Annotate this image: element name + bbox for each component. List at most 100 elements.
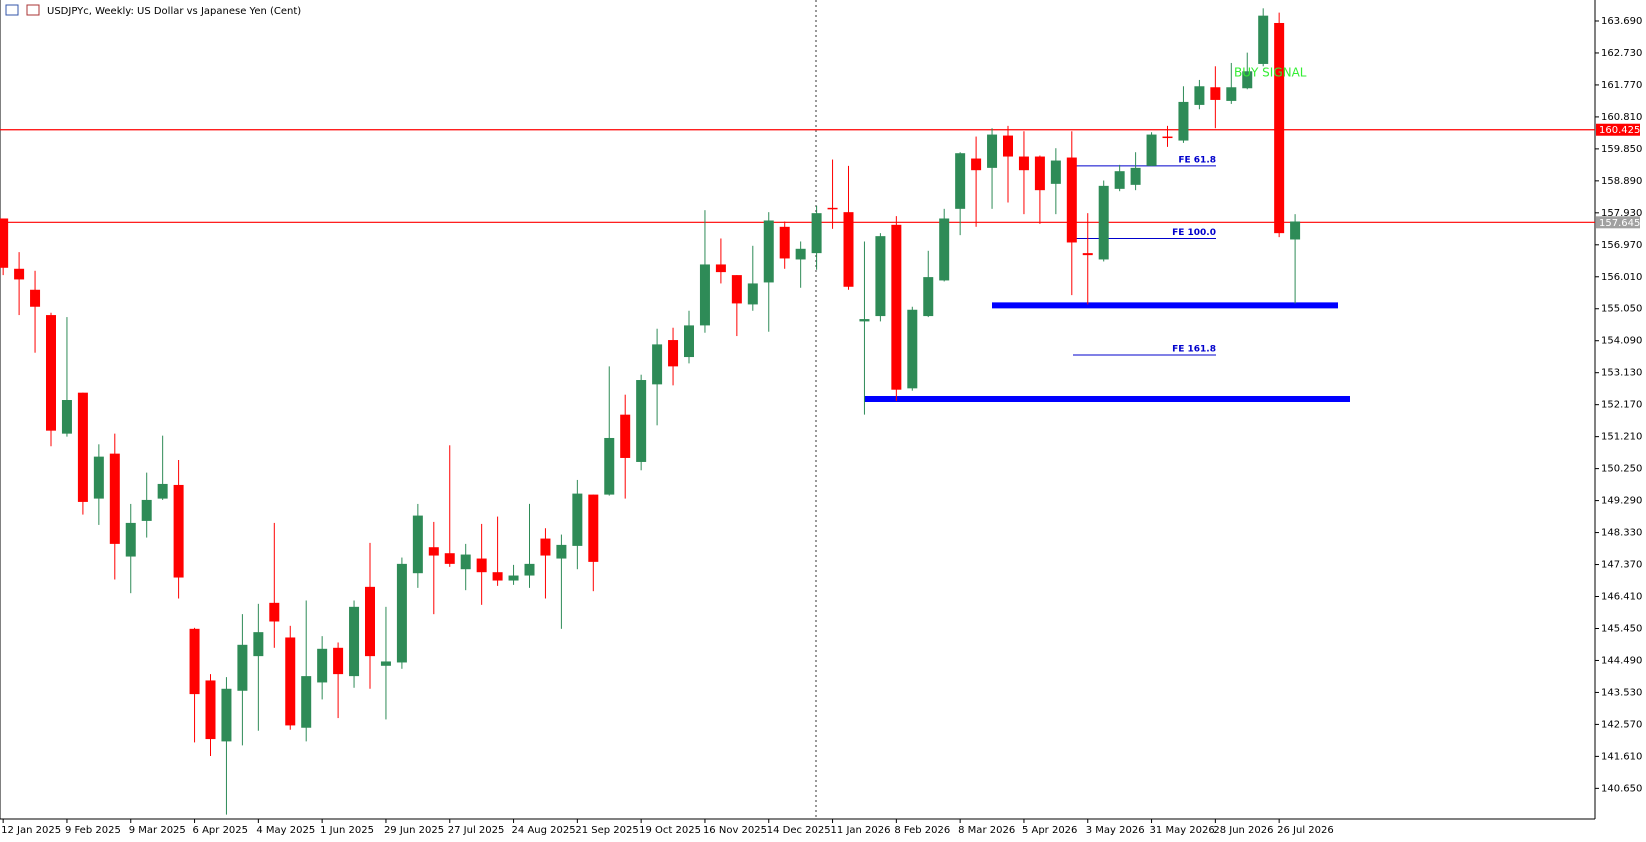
- candle-body: [699, 264, 710, 326]
- candle-body: [540, 538, 551, 556]
- y-tick-label: 142.570: [1601, 719, 1642, 730]
- candle-body: [1130, 167, 1141, 185]
- candle-body: [396, 563, 407, 663]
- candle-body: [173, 484, 184, 578]
- candle-body: [652, 344, 663, 385]
- signal-label: BUY SIGNAL: [1234, 66, 1307, 80]
- candle-body: [428, 547, 439, 556]
- candle-body: [253, 632, 264, 657]
- candle-body: [125, 522, 136, 557]
- y-tick-label: 149.290: [1601, 496, 1642, 507]
- candle-body: [1034, 156, 1045, 191]
- chart-title: USDJPYc, Weekly: US Dollar vs Japanese Y…: [47, 6, 301, 17]
- x-tick-label: 9 Feb 2025: [65, 825, 121, 836]
- candle-body: [141, 499, 152, 521]
- candle-body: [476, 558, 487, 573]
- x-tick-label: 5 Apr 2026: [1022, 825, 1077, 836]
- candle-body: [157, 483, 168, 499]
- candle-body: [1178, 101, 1189, 141]
- candle-body: [93, 456, 104, 499]
- candle-body: [1242, 71, 1253, 89]
- candle-body: [460, 554, 471, 570]
- x-tick-label: 29 Jun 2025: [384, 825, 444, 836]
- candle-body: [955, 153, 966, 209]
- price-label: 157.645: [1599, 218, 1640, 229]
- fibo-label: FE 100.0: [1172, 228, 1216, 238]
- candle-body: [61, 400, 72, 434]
- candle-body: [1274, 22, 1285, 234]
- candle-body: [46, 315, 56, 431]
- candle-body: [939, 218, 950, 281]
- y-tick-label: 145.450: [1601, 623, 1642, 634]
- candle-body: [715, 264, 726, 273]
- candle-body: [269, 602, 280, 622]
- y-tick-label: 155.050: [1601, 304, 1642, 315]
- candle-body: [891, 224, 902, 390]
- candle-body: [907, 309, 918, 389]
- candle-body: [1003, 135, 1013, 157]
- candle-body: [779, 226, 790, 259]
- y-tick-label: 156.970: [1601, 240, 1642, 251]
- price-label-box: [1596, 216, 1640, 229]
- candle-body: [1226, 87, 1237, 101]
- candle-body: [572, 493, 583, 546]
- price-label: 160.425: [1599, 125, 1640, 136]
- candle-body: [620, 414, 631, 458]
- candle-body: [380, 661, 391, 666]
- candle-body: [1018, 156, 1029, 171]
- candle-body: [365, 586, 375, 657]
- x-tick-label: 8 Feb 2026: [894, 825, 950, 836]
- x-tick-label: 4 May 2025: [256, 825, 315, 836]
- y-tick-label: 148.330: [1601, 528, 1642, 539]
- candle-body: [77, 392, 88, 502]
- y-tick-label: 146.410: [1601, 592, 1642, 603]
- y-tick-label: 154.090: [1601, 336, 1642, 347]
- x-tick-label: 27 Jul 2025: [448, 825, 505, 836]
- candle-body: [1162, 136, 1173, 139]
- candle-body: [971, 158, 982, 171]
- candle-body: [301, 676, 312, 728]
- candle-body: [237, 644, 248, 691]
- candle-body: [668, 340, 679, 367]
- x-tick-label: 31 May 2026: [1150, 825, 1215, 836]
- candle-body: [333, 647, 344, 675]
- candle-body: [811, 213, 822, 254]
- candle-body: [508, 575, 519, 581]
- candle-body: [588, 494, 599, 562]
- y-tick-label: 158.890: [1601, 176, 1642, 187]
- candle-body: [1194, 86, 1205, 105]
- y-tick-label: 162.730: [1601, 48, 1642, 59]
- y-tick-label: 159.850: [1601, 144, 1642, 155]
- x-tick-label: 12 Jan 2025: [1, 825, 61, 836]
- candle-body: [0, 218, 9, 268]
- candle-body: [524, 563, 535, 576]
- y-tick-label: 157.930: [1601, 208, 1642, 219]
- candle-body: [30, 289, 41, 307]
- candle-body: [349, 606, 360, 677]
- candle-body: [221, 688, 232, 742]
- candle-body: [1258, 15, 1269, 64]
- x-tick-label: 21 Sep 2025: [575, 825, 638, 836]
- x-tick-label: 19 Oct 2025: [639, 825, 701, 836]
- fibo-label: FE 161.8: [1172, 345, 1216, 355]
- y-tick-label: 140.650: [1601, 783, 1642, 794]
- chart-icon: [5, 4, 19, 16]
- y-tick-label: 150.250: [1601, 464, 1642, 475]
- candle-body: [1114, 171, 1125, 189]
- candle-body: [875, 236, 886, 317]
- candle-body: [1098, 185, 1109, 260]
- candle-body: [604, 437, 615, 495]
- y-tick-label: 141.610: [1601, 751, 1642, 762]
- candle-body: [827, 207, 838, 210]
- candle-body: [731, 275, 742, 304]
- candle-body: [205, 680, 216, 740]
- y-tick-label: 147.370: [1601, 560, 1642, 571]
- candle-body: [556, 544, 567, 559]
- candle-body: [189, 628, 200, 695]
- candle-body: [1050, 160, 1061, 184]
- price-label-box: [1596, 123, 1640, 136]
- x-tick-label: 28 Jun 2026: [1213, 825, 1273, 836]
- x-tick-label: 1 Jun 2025: [320, 825, 374, 836]
